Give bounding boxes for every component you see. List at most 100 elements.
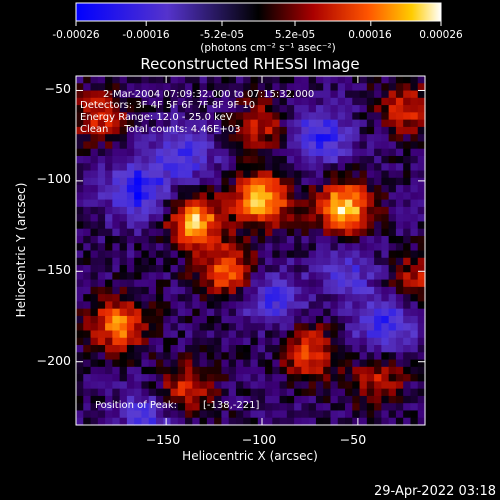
- heatmap-cell: [315, 301, 324, 310]
- heatmap-cell: [228, 308, 237, 317]
- heatmap-cell: [279, 141, 288, 150]
- heatmap-cell: [250, 126, 259, 135]
- heatmap-cell: [90, 308, 99, 317]
- heatmap-cell: [323, 388, 332, 397]
- heatmap-cell: [417, 235, 426, 244]
- heatmap-cell: [105, 185, 113, 193]
- heatmap-cell: [395, 294, 404, 302]
- heatmap-cell: [185, 330, 193, 339]
- heatmap-cell: [381, 199, 390, 208]
- heatmap-cell: [177, 199, 186, 208]
- heatmap-cell: [206, 235, 215, 244]
- heatmap-cell: [257, 359, 266, 368]
- heatmap-cell: [199, 315, 208, 324]
- heatmap-cell: [301, 214, 310, 223]
- heatmap-cell: [235, 148, 244, 157]
- heatmap-cell: [395, 105, 404, 113]
- heatmap-cell: [112, 359, 121, 368]
- heatmap-cell: [105, 403, 113, 412]
- heatmap-cell: [352, 170, 361, 179]
- heatmap-cell: [214, 410, 223, 419]
- heatmap-cell: [272, 134, 281, 143]
- heatmap-cell: [177, 141, 186, 150]
- heatmap-cell: [272, 235, 281, 244]
- heatmap-cell: [315, 337, 324, 346]
- heatmap-cell: [235, 126, 244, 135]
- heatmap-cell: [315, 294, 324, 302]
- heatmap-cell: [148, 163, 157, 172]
- heatmap-cell: [206, 279, 215, 288]
- heatmap-cell: [155, 148, 164, 157]
- heatmap-cell: [286, 352, 295, 361]
- heatmap-cell: [301, 97, 310, 106]
- heatmap-cell: [90, 126, 99, 135]
- heatmap-cell: [352, 155, 361, 164]
- heatmap-cell: [323, 323, 332, 332]
- heatmap-cell: [163, 308, 172, 317]
- heatmap-cell: [243, 359, 252, 368]
- heatmap-cell: [265, 221, 273, 230]
- heatmap-cell: [221, 279, 230, 288]
- heatmap-cell: [381, 265, 390, 273]
- heatmap-cell: [272, 359, 281, 368]
- heatmap-cell: [206, 265, 215, 273]
- heatmap-cell: [265, 359, 273, 368]
- heatmap-cell: [76, 76, 84, 84]
- heatmap-cell: [126, 185, 135, 193]
- heatmap-cell: [308, 206, 317, 215]
- heatmap-cell: [228, 83, 237, 92]
- heatmap-cell: [257, 294, 266, 302]
- heatmap-cell: [199, 105, 208, 113]
- heatmap-cell: [337, 185, 346, 193]
- heatmap-cell: [83, 366, 92, 375]
- heatmap-cell: [250, 97, 259, 106]
- heatmap-cell: [417, 323, 426, 332]
- heatmap-cell: [76, 228, 84, 237]
- heatmap-cell: [97, 243, 106, 252]
- heatmap-cell: [134, 257, 143, 266]
- heatmap-cell: [185, 243, 193, 252]
- heatmap-cell: [403, 105, 412, 113]
- heatmap-cell: [243, 286, 252, 295]
- heatmap-cell: [163, 119, 172, 128]
- heatmap-cell: [410, 243, 419, 252]
- heatmap-cell: [148, 214, 157, 223]
- heatmap-cell: [279, 403, 288, 412]
- heatmap-cell: [126, 170, 135, 179]
- heatmap-cell: [337, 141, 346, 150]
- heatmap-cell: [177, 359, 186, 368]
- heatmap-cell: [177, 337, 186, 346]
- heatmap-cell: [206, 272, 215, 281]
- heatmap-cell: [214, 381, 223, 390]
- heatmap-cell: [119, 417, 128, 426]
- heatmap-cell: [134, 395, 143, 404]
- heatmap-cell: [410, 206, 419, 215]
- heatmap-cell: [395, 90, 404, 99]
- heatmap-cell: [250, 90, 259, 99]
- heatmap-cell: [90, 243, 99, 252]
- heatmap-cell: [345, 308, 353, 317]
- heatmap-cell: [345, 315, 353, 324]
- heatmap-cell: [395, 410, 404, 419]
- heatmap-cell: [214, 374, 223, 382]
- heatmap-cell: [257, 243, 266, 252]
- heatmap-cell: [337, 155, 346, 164]
- heatmap-cell: [206, 83, 215, 92]
- heatmap-cell: [294, 301, 302, 310]
- heatmap-cell: [286, 410, 295, 419]
- heatmap-cell: [301, 359, 310, 368]
- heatmap-cell: [170, 359, 179, 368]
- heatmap-cell: [126, 272, 135, 281]
- heatmap-cell: [105, 323, 113, 332]
- heatmap-cell: [323, 90, 332, 99]
- heatmap-cell: [410, 323, 419, 332]
- heatmap-cell: [163, 97, 172, 106]
- heatmap-cell: [265, 374, 273, 382]
- heatmap-cell: [192, 105, 201, 113]
- heatmap-cell: [221, 170, 230, 179]
- heatmap-cell: [170, 228, 179, 237]
- heatmap-cell: [105, 359, 113, 368]
- heatmap-cell: [250, 395, 259, 404]
- heatmap-cell: [119, 148, 128, 157]
- heatmap-cell: [206, 112, 215, 121]
